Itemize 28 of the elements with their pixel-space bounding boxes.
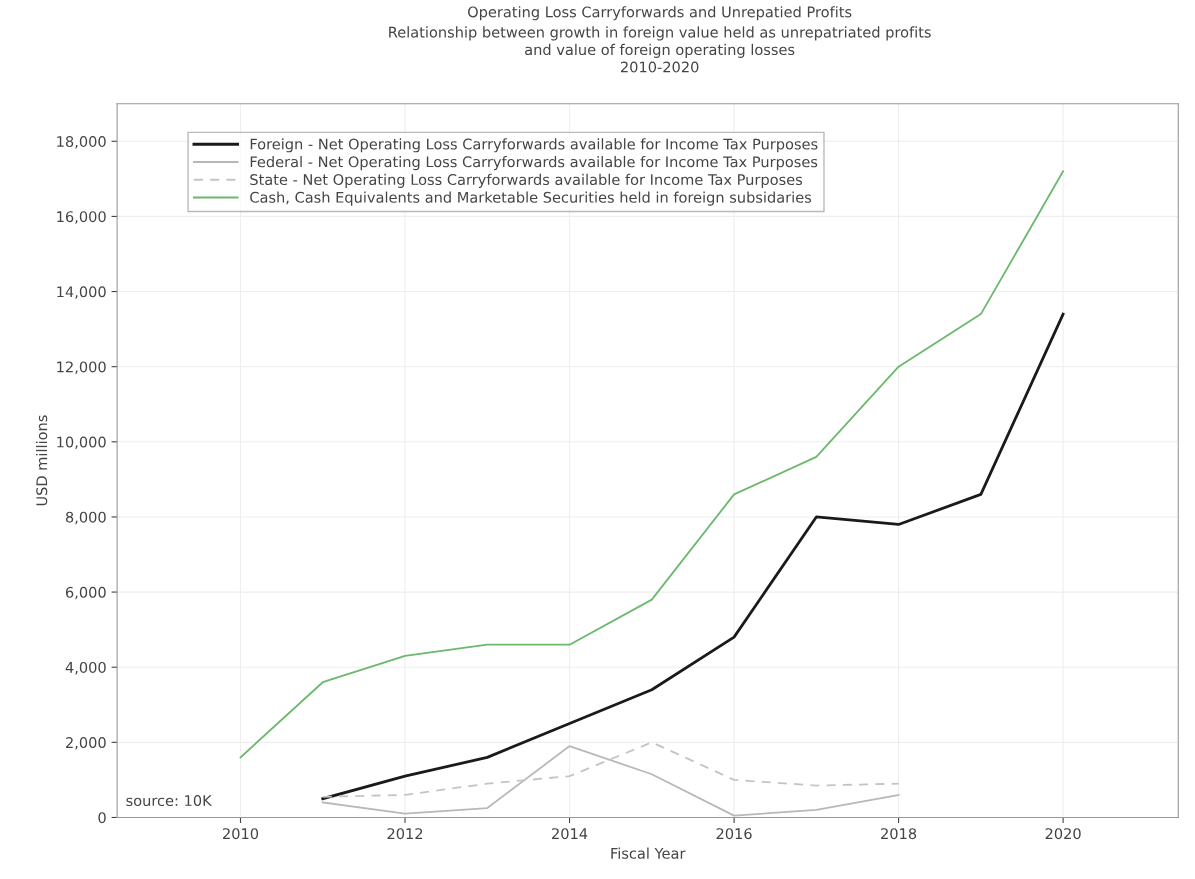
legend-label: Federal - Net Operating Loss Carryforwards available for Income Tax Purposes [250,156,818,171]
line-series [321,745,900,817]
x-tick-label: 2020 [1045,828,1081,840]
y-tick-label: 14,000 [57,286,106,299]
y-tick-label: 6,000 [65,586,106,600]
y-tick-label: 0 [98,812,106,824]
y-tick-label: 16,000 [57,211,106,224]
x-tick-label: 2018 [881,828,917,840]
legend-label: Foreign - Net Operating Loss Carryforwards available for Income Tax Purposes [250,138,818,153]
x-tick-label: 2012 [387,828,423,840]
x-tick-label: 2010 [223,828,259,840]
y-axis-title: USD millions [36,415,48,506]
y-tick-label: 10,000 [57,436,106,450]
legend-label: State - Net Operating Loss Carryforwards available for Income Tax Purposes [250,173,803,188]
chart-subtitle: Relationship between growth in foreign value held as unrepatriated profits and value of foreign operating losses 2010-2020 [389,26,931,73]
y-tick-label: 12,000 [57,361,106,374]
chart-title: Operating Loss Carryforwards and Unrepatied Profits [468,6,852,21]
x-axis-title: Fiscal Year [611,847,686,859]
y-tick-label: 2,000 [66,737,106,750]
line-series [321,312,1065,801]
y-tick-label: 4,000 [65,661,106,675]
x-tick-label: 2016 [716,828,752,840]
y-tick-label: 18,000 [57,136,106,149]
legend-label: Cash, Cash Equivalents and Marketable Securities held in foreign subsidaries [250,191,812,206]
y-tick-label: 8,000 [65,511,106,525]
annotation: source: 10K [126,795,212,807]
x-tick-label: 2014 [552,828,588,840]
line-series [239,170,1065,759]
